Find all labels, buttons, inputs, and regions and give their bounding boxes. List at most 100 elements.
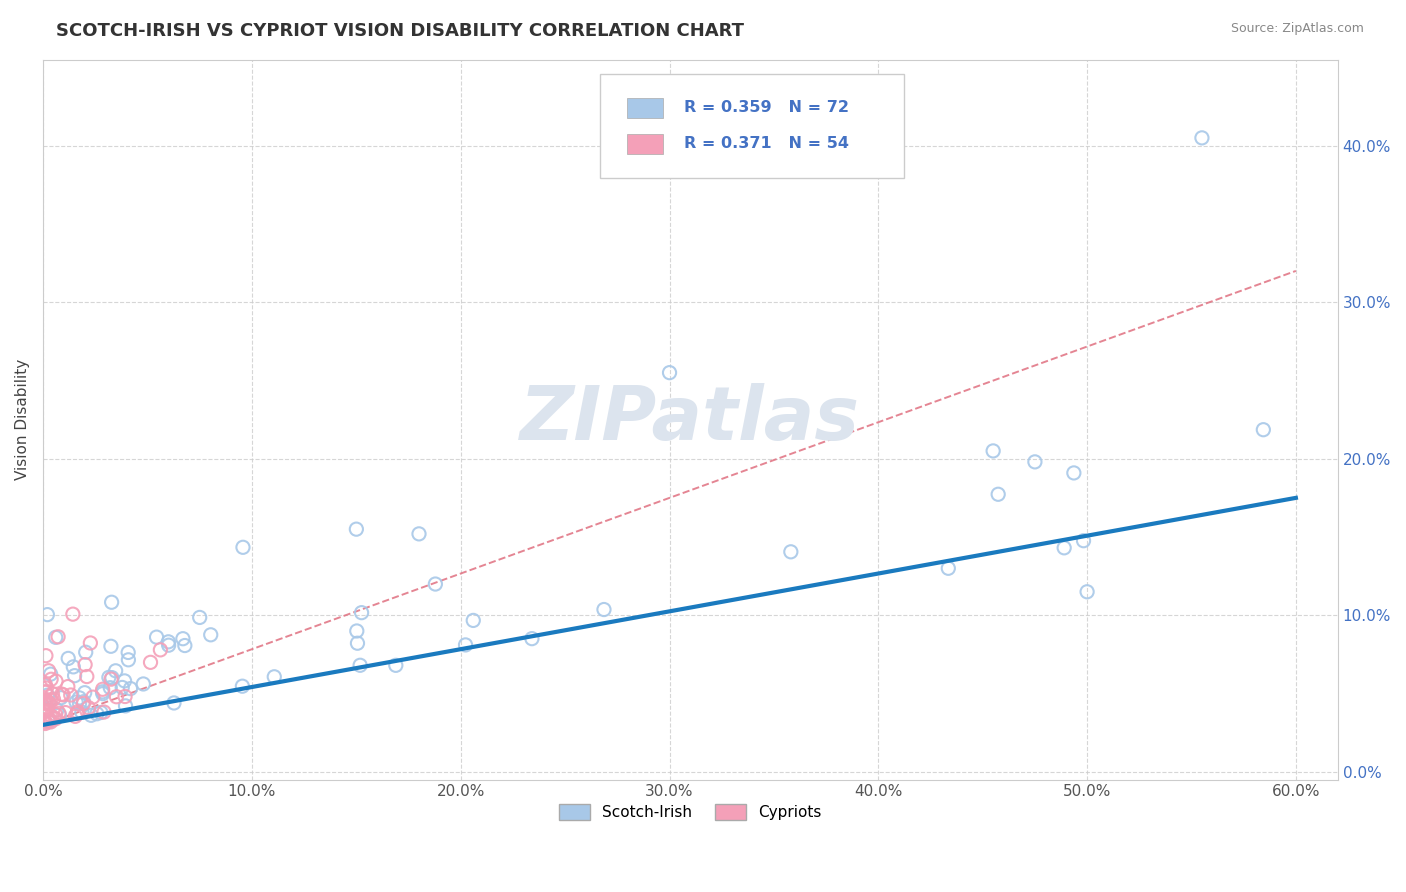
Point bbox=[76, 669, 98, 683]
Point bbox=[658, 366, 681, 380]
Point bbox=[62, 660, 84, 674]
Point bbox=[39, 693, 62, 707]
Point bbox=[58, 651, 80, 665]
Point bbox=[593, 602, 616, 616]
Point bbox=[91, 685, 114, 699]
Point bbox=[34, 696, 56, 710]
Point bbox=[38, 664, 60, 678]
Point bbox=[263, 670, 285, 684]
Point bbox=[114, 690, 136, 704]
Point bbox=[39, 709, 62, 723]
Point bbox=[987, 487, 1010, 501]
Point bbox=[34, 684, 56, 698]
Point bbox=[48, 708, 70, 723]
Point bbox=[346, 636, 368, 650]
Point bbox=[172, 632, 194, 646]
Point bbox=[37, 696, 59, 710]
Point bbox=[41, 709, 63, 723]
Point bbox=[38, 696, 60, 710]
Point bbox=[120, 681, 142, 696]
Point bbox=[72, 697, 94, 711]
Point bbox=[34, 692, 56, 706]
Point bbox=[69, 697, 91, 711]
Point bbox=[188, 610, 211, 624]
Point bbox=[157, 635, 180, 649]
Point bbox=[105, 690, 128, 704]
Point bbox=[37, 703, 59, 717]
Point bbox=[91, 687, 114, 701]
Point bbox=[34, 696, 56, 710]
Point bbox=[344, 522, 367, 536]
Point bbox=[90, 706, 112, 720]
Point bbox=[65, 709, 87, 723]
Point bbox=[49, 690, 72, 705]
Point bbox=[425, 577, 447, 591]
Point bbox=[59, 688, 82, 702]
Point bbox=[200, 628, 222, 642]
Point bbox=[39, 667, 62, 681]
Point bbox=[51, 687, 73, 701]
Point bbox=[97, 670, 120, 684]
Point bbox=[100, 672, 122, 686]
Y-axis label: Vision Disability: Vision Disability bbox=[15, 359, 30, 480]
Point bbox=[41, 687, 63, 701]
Point bbox=[1024, 455, 1046, 469]
Point bbox=[82, 690, 104, 705]
Point bbox=[981, 444, 1004, 458]
Text: ZIPatlas: ZIPatlas bbox=[520, 383, 860, 456]
Text: SCOTCH-IRISH VS CYPRIOT VISION DISABILITY CORRELATION CHART: SCOTCH-IRISH VS CYPRIOT VISION DISABILIT… bbox=[56, 22, 744, 40]
Point bbox=[35, 704, 58, 718]
Point bbox=[56, 680, 79, 694]
Point bbox=[67, 690, 90, 705]
FancyBboxPatch shape bbox=[600, 74, 904, 178]
Point bbox=[39, 714, 62, 729]
Point bbox=[91, 682, 114, 697]
Point bbox=[34, 677, 56, 691]
Point bbox=[232, 541, 254, 555]
Point bbox=[34, 696, 56, 710]
Point bbox=[75, 657, 97, 672]
Point bbox=[231, 679, 253, 693]
Point bbox=[114, 698, 136, 713]
Point bbox=[34, 703, 56, 717]
Point bbox=[37, 703, 59, 717]
Point bbox=[117, 653, 139, 667]
Point bbox=[350, 606, 373, 620]
Point bbox=[157, 638, 180, 652]
Point bbox=[163, 696, 186, 710]
Point bbox=[454, 638, 477, 652]
Point bbox=[1253, 423, 1275, 437]
Point bbox=[93, 705, 115, 719]
Point bbox=[66, 706, 89, 721]
Point bbox=[63, 668, 86, 682]
Point bbox=[1076, 584, 1098, 599]
Point bbox=[101, 671, 124, 685]
Point bbox=[117, 645, 139, 659]
Point bbox=[45, 707, 67, 722]
Point bbox=[45, 703, 67, 717]
Point bbox=[520, 632, 543, 646]
Point bbox=[100, 640, 122, 654]
Point bbox=[104, 664, 127, 678]
Point bbox=[1073, 533, 1095, 548]
Point bbox=[1191, 131, 1213, 145]
Point bbox=[34, 716, 56, 731]
Text: R = 0.371   N = 54: R = 0.371 N = 54 bbox=[683, 136, 849, 152]
Point bbox=[936, 561, 959, 575]
Point bbox=[79, 636, 101, 650]
Point bbox=[62, 607, 84, 622]
Point bbox=[35, 648, 58, 663]
Point bbox=[37, 607, 59, 622]
Point bbox=[114, 673, 136, 688]
Point bbox=[46, 630, 69, 644]
Point bbox=[779, 545, 801, 559]
Point bbox=[149, 643, 172, 657]
Point bbox=[52, 688, 75, 702]
Point bbox=[48, 706, 70, 721]
Point bbox=[408, 527, 430, 541]
Point bbox=[65, 695, 87, 709]
Point bbox=[86, 706, 108, 721]
Point bbox=[111, 681, 134, 695]
Point bbox=[70, 705, 93, 719]
Point bbox=[385, 658, 408, 673]
